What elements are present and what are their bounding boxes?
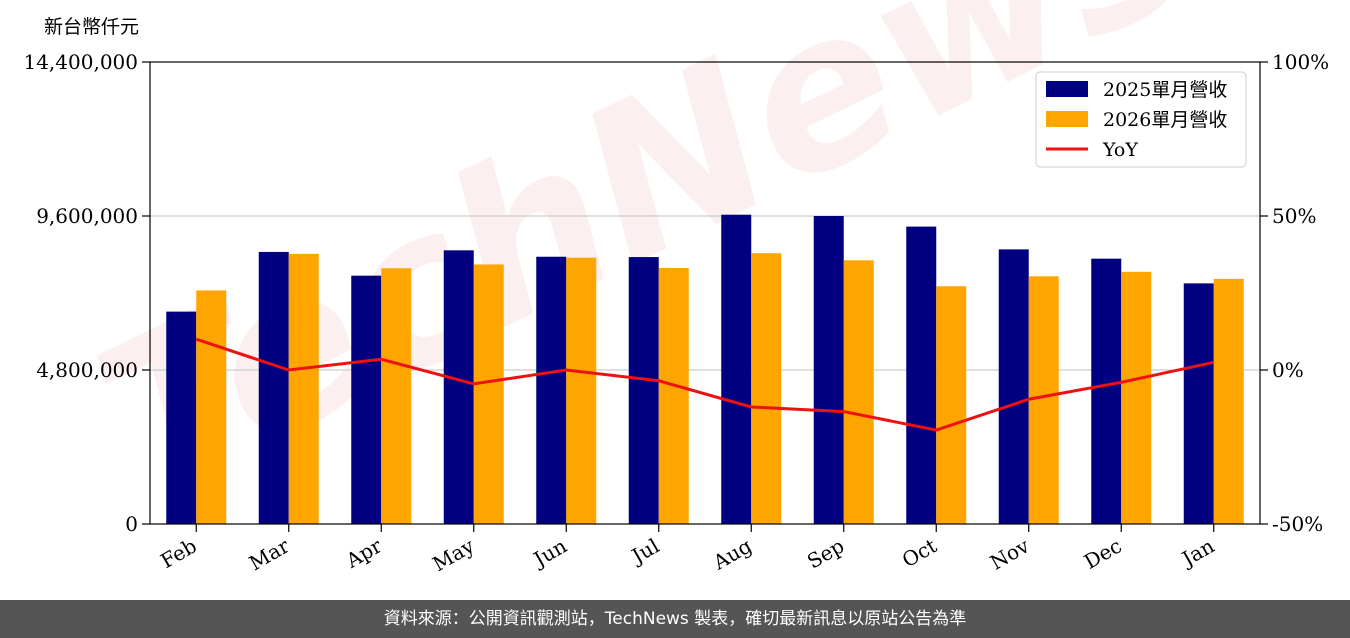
y-tick-label: 14,400,000 <box>23 50 138 74</box>
legend-label-2026: 2026單月營收 <box>1103 109 1227 131</box>
legend-label-2025: 2025單月營收 <box>1103 79 1227 101</box>
bars <box>166 214 1244 524</box>
x-tick-label: Nov <box>986 533 1034 575</box>
y2-tick-label: -50% <box>1272 512 1323 536</box>
bar-2026-mar <box>288 253 319 524</box>
x-tick-label: Oct <box>898 534 941 573</box>
legend-swatch-2025 <box>1046 81 1088 97</box>
y-tick-label: 4,800,000 <box>36 358 138 382</box>
bar-2026-nov <box>1028 276 1059 524</box>
bar-2026-jan <box>1213 278 1244 524</box>
x-tick-label: Jun <box>528 533 571 572</box>
y-tick-label: 0 <box>125 512 138 536</box>
bar-2026-apr <box>381 268 412 524</box>
bar-2025-apr <box>351 275 382 524</box>
x-tick-label: Apr <box>341 533 386 573</box>
bar-2026-sep <box>843 260 874 524</box>
legend: 2025單月營收 2026單月營收 YoY <box>1035 71 1247 168</box>
x-tick-label: Feb <box>156 534 200 573</box>
bar-2025-jul <box>628 257 659 524</box>
source-footer: 資料來源：公開資訊觀測站，TechNews 製表，確切最新訊息以原站公告為準 <box>0 600 1350 638</box>
bar-2025-jun <box>536 256 567 524</box>
y-tick-label: 9,600,000 <box>36 204 138 228</box>
x-tick-label: Aug <box>708 533 756 574</box>
x-tick-label: Jan <box>1176 533 1218 571</box>
bar-2026-dec <box>1121 271 1152 524</box>
x-tick-label: Mar <box>245 533 294 575</box>
legend-label-yoy: YoY <box>1102 139 1138 161</box>
yoy-line <box>195 337 1215 432</box>
bar-2025-mar <box>258 251 289 524</box>
bar-2026-feb <box>196 290 227 524</box>
bar-2025-dec <box>1091 258 1122 524</box>
bar-2025-nov <box>998 249 1029 524</box>
y2-tick-label: 50% <box>1272 204 1316 228</box>
x-tick-label: Jul <box>626 534 663 569</box>
x-tick-label: Sep <box>803 534 848 574</box>
y2-tick-label: 100% <box>1272 50 1329 74</box>
bar-2025-sep <box>813 216 844 524</box>
x-tick-label: Dec <box>1080 534 1126 574</box>
y2-tick-label: 0% <box>1272 358 1304 382</box>
legend-swatch-2026 <box>1046 111 1088 127</box>
bar-2025-may <box>443 250 474 524</box>
y-axis: 0 4,800,000 9,600,000 14,400,000 <box>23 50 150 536</box>
bar-2026-jul <box>658 267 689 524</box>
bar-2026-aug <box>751 253 782 524</box>
bar-2025-oct <box>906 226 937 524</box>
y-axis-label: 新台幣仟元 <box>44 16 139 38</box>
plot-frame <box>149 61 1261 525</box>
bar-2026-oct <box>936 286 967 524</box>
bar-2026-may <box>473 264 504 524</box>
bar-2025-jan <box>1183 283 1214 524</box>
grid-lines <box>150 215 1260 371</box>
x-tick-label: May <box>428 533 478 576</box>
bar-2025-aug <box>721 214 752 524</box>
legend-frame <box>1035 71 1247 168</box>
x-axis: Feb Mar Apr May Jun Jul Aug Sep Oct Nov Dec Jan <box>156 524 1218 576</box>
bar-2025-feb <box>166 311 197 524</box>
y2-axis: -50% 0% 50% 100% <box>1260 50 1329 536</box>
bar-2026-jun <box>566 257 597 524</box>
